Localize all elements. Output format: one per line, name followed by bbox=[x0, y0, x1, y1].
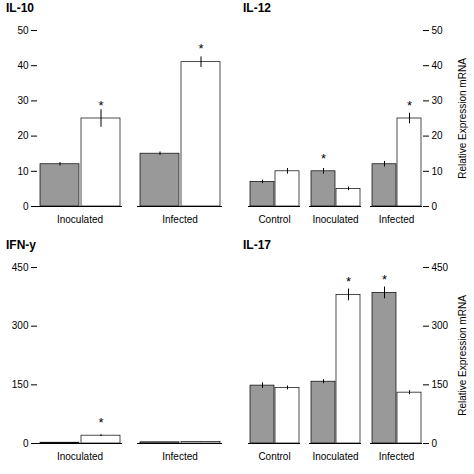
html-text:IL-17: IL-17 bbox=[243, 238, 271, 252]
svg-text:450: 450 bbox=[12, 262, 29, 273]
svg-text:150: 150 bbox=[432, 379, 449, 390]
svg-text:*: * bbox=[198, 41, 203, 56]
html-text:IFN-y: IFN-y bbox=[6, 238, 36, 252]
svg-text:*: * bbox=[321, 151, 326, 166]
svg-text:Control: Control bbox=[258, 214, 290, 225]
svg-text:30: 30 bbox=[432, 95, 444, 106]
svg-text:10: 10 bbox=[432, 166, 444, 177]
html-text:IL-12: IL-12 bbox=[243, 1, 271, 15]
svg-text:450: 450 bbox=[432, 262, 449, 273]
svg-text:Inoculated: Inoculated bbox=[57, 451, 103, 462]
svg-text:Infected: Infected bbox=[379, 451, 415, 462]
svg-text:30: 30 bbox=[17, 95, 29, 106]
svg-text:150: 150 bbox=[12, 379, 29, 390]
html-text:IL-10: IL-10 bbox=[6, 1, 34, 15]
svg-text:300: 300 bbox=[432, 320, 449, 331]
svg-text:40: 40 bbox=[432, 60, 444, 71]
svg-text:20: 20 bbox=[432, 130, 444, 141]
svg-text:Infected: Infected bbox=[379, 214, 415, 225]
svg-text:0: 0 bbox=[432, 201, 438, 212]
svg-text:Infected: Infected bbox=[162, 451, 198, 462]
svg-text:Inoculated: Inoculated bbox=[312, 214, 358, 225]
svg-text:20: 20 bbox=[17, 130, 29, 141]
svg-text:Inoculated: Inoculated bbox=[57, 214, 103, 225]
svg-text:300: 300 bbox=[12, 320, 29, 331]
svg-text:0: 0 bbox=[432, 438, 438, 449]
svg-text:Relative Expression mRNA: Relative Expression mRNA bbox=[457, 295, 468, 416]
svg-text:*: * bbox=[98, 415, 103, 430]
svg-text:*: * bbox=[346, 274, 351, 289]
svg-text:Control: Control bbox=[258, 451, 290, 462]
svg-text:50: 50 bbox=[17, 25, 29, 36]
svg-text:50: 50 bbox=[432, 25, 444, 36]
svg-text:Infected: Infected bbox=[162, 214, 198, 225]
svg-text:0: 0 bbox=[23, 201, 29, 212]
svg-text:Relative Expression mRNA: Relative Expression mRNA bbox=[457, 58, 468, 179]
svg-text:*: * bbox=[98, 98, 103, 113]
svg-text:*: * bbox=[382, 272, 387, 287]
svg-text:0: 0 bbox=[23, 438, 29, 449]
svg-text:40: 40 bbox=[17, 60, 29, 71]
svg-text:*: * bbox=[407, 98, 412, 113]
svg-text:10: 10 bbox=[17, 166, 29, 177]
svg-text:Inoculated: Inoculated bbox=[312, 451, 358, 462]
